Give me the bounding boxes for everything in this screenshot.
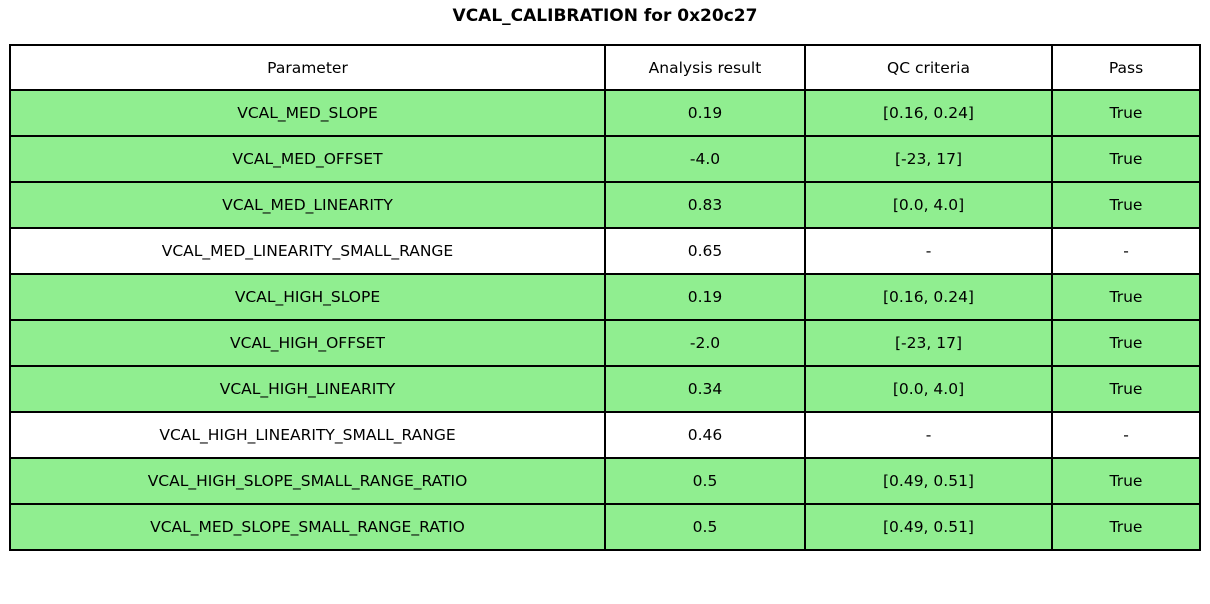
cell-parameter: VCAL_HIGH_LINEARITY_SMALL_RANGE xyxy=(9,411,606,459)
cell-parameter: VCAL_MED_OFFSET xyxy=(9,135,606,183)
cell-result: 0.5 xyxy=(604,503,806,551)
cell-result: -2.0 xyxy=(604,319,806,367)
cell-parameter: VCAL_HIGH_OFFSET xyxy=(9,319,606,367)
cell-criteria: [0.16, 0.24] xyxy=(804,273,1053,321)
cell-parameter: VCAL_MED_SLOPE_SMALL_RANGE_RATIO xyxy=(9,503,606,551)
page-title: VCAL_CALIBRATION for 0x20c27 xyxy=(452,6,758,26)
cell-pass: True xyxy=(1051,273,1201,321)
cell-result: 0.19 xyxy=(604,273,806,321)
qc-results-table: Parameter Analysis result QC criteria Pa… xyxy=(9,44,1201,551)
cell-result: 0.65 xyxy=(604,227,806,275)
cell-criteria: [0.0, 4.0] xyxy=(804,181,1053,229)
cell-result: 0.34 xyxy=(604,365,806,413)
table-row: VCAL_MED_LINEARITY_SMALL_RANGE 0.65 - - xyxy=(9,227,1201,275)
table-row: VCAL_MED_OFFSET -4.0 [-23, 17] True xyxy=(9,135,1201,183)
table-row: VCAL_MED_SLOPE 0.19 [0.16, 0.24] True xyxy=(9,89,1201,137)
cell-parameter: VCAL_HIGH_LINEARITY xyxy=(9,365,606,413)
cell-pass: True xyxy=(1051,135,1201,183)
cell-result: 0.19 xyxy=(604,89,806,137)
cell-pass: - xyxy=(1051,227,1201,275)
cell-parameter: VCAL_MED_SLOPE xyxy=(9,89,606,137)
cell-result: 0.83 xyxy=(604,181,806,229)
cell-criteria: [-23, 17] xyxy=(804,319,1053,367)
table-row: VCAL_MED_SLOPE_SMALL_RANGE_RATIO 0.5 [0.… xyxy=(9,503,1201,551)
cell-criteria: [0.49, 0.51] xyxy=(804,503,1053,551)
cell-criteria: [-23, 17] xyxy=(804,135,1053,183)
cell-pass: True xyxy=(1051,181,1201,229)
column-header-qc-criteria: QC criteria xyxy=(804,44,1053,91)
cell-parameter: VCAL_MED_LINEARITY_SMALL_RANGE xyxy=(9,227,606,275)
cell-parameter: VCAL_HIGH_SLOPE xyxy=(9,273,606,321)
cell-criteria: - xyxy=(804,227,1053,275)
column-header-parameter: Parameter xyxy=(9,44,606,91)
cell-criteria: [0.49, 0.51] xyxy=(804,457,1053,505)
table-row: VCAL_MED_LINEARITY 0.83 [0.0, 4.0] True xyxy=(9,181,1201,229)
cell-criteria: [0.0, 4.0] xyxy=(804,365,1053,413)
table-row: VCAL_HIGH_LINEARITY 0.34 [0.0, 4.0] True xyxy=(9,365,1201,413)
cell-result: -4.0 xyxy=(604,135,806,183)
column-header-pass: Pass xyxy=(1051,44,1201,91)
table-row: VCAL_HIGH_LINEARITY_SMALL_RANGE 0.46 - - xyxy=(9,411,1201,459)
table-row: VCAL_HIGH_OFFSET -2.0 [-23, 17] True xyxy=(9,319,1201,367)
cell-pass: True xyxy=(1051,89,1201,137)
cell-parameter: VCAL_HIGH_SLOPE_SMALL_RANGE_RATIO xyxy=(9,457,606,505)
cell-criteria: [0.16, 0.24] xyxy=(804,89,1053,137)
cell-result: 0.46 xyxy=(604,411,806,459)
table-row: VCAL_HIGH_SLOPE_SMALL_RANGE_RATIO 0.5 [0… xyxy=(9,457,1201,505)
cell-pass: - xyxy=(1051,411,1201,459)
cell-pass: True xyxy=(1051,503,1201,551)
column-header-analysis-result: Analysis result xyxy=(604,44,806,91)
cell-criteria: - xyxy=(804,411,1053,459)
cell-parameter: VCAL_MED_LINEARITY xyxy=(9,181,606,229)
cell-pass: True xyxy=(1051,365,1201,413)
cell-result: 0.5 xyxy=(604,457,806,505)
cell-pass: True xyxy=(1051,319,1201,367)
table-header-row: Parameter Analysis result QC criteria Pa… xyxy=(9,44,1201,91)
cell-pass: True xyxy=(1051,457,1201,505)
table-row: VCAL_HIGH_SLOPE 0.19 [0.16, 0.24] True xyxy=(9,273,1201,321)
